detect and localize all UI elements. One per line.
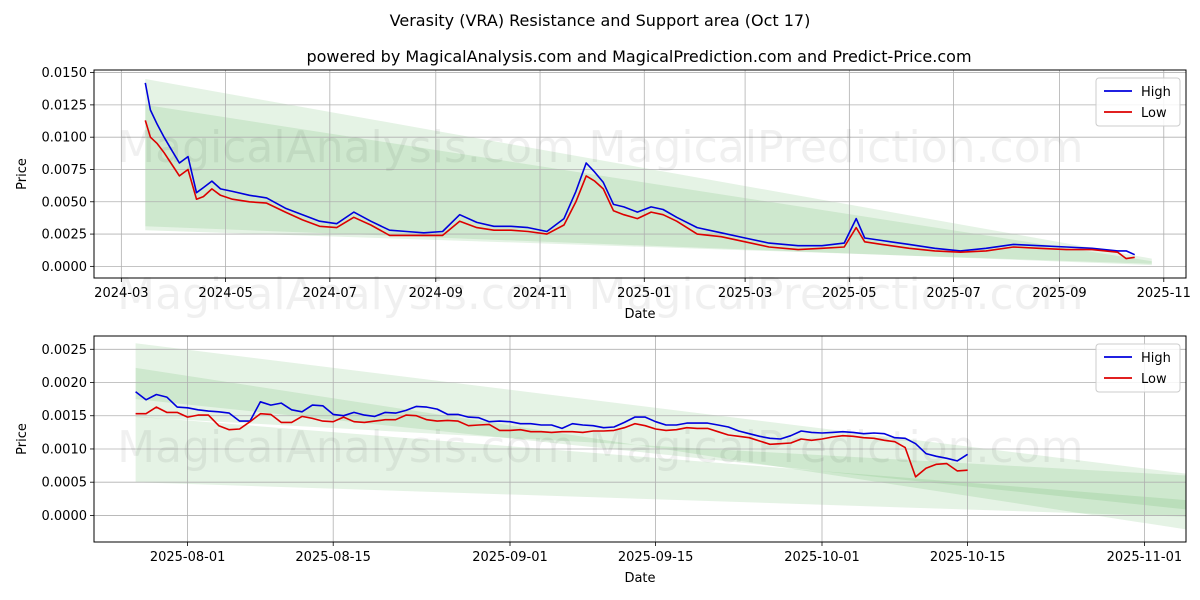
y-tick-label: 0.0075 [42,163,88,178]
y-tick-label: 0.0010 [42,442,88,457]
x-tick-label: 2024-11 [513,286,567,301]
x-tick-label: 2025-05 [822,286,876,301]
legend-label-low: Low [1141,372,1167,387]
chart-title: Verasity (VRA) Resistance and Support ar… [390,11,811,30]
x-tick-label: 2025-08-01 [150,550,226,565]
y-tick-label: 0.0125 [42,98,88,113]
chart-panel-2: 2025-08-01 2025-08-15 2025-09-01 2025-09-15… [15,335,1187,586]
chart-panel-1: 2024-03 2024-05 2024-07 2024-09 2024-11 2025-… [15,66,1191,322]
band-group [135,343,1186,530]
x-tick-label: 2025-09-01 [472,550,548,565]
series-line-high [135,391,969,462]
x-tick-label: 2025-07 [926,286,980,301]
y-tick-label: 0.0025 [42,343,88,358]
x-tick-label: 2024-03 [94,286,148,301]
x-tick-label: 2025-11-01 [1107,550,1183,565]
x-axis-label: Date [624,307,655,322]
y-tick-label: 0.0000 [42,260,88,275]
support-resistance-band-1 [145,79,1152,264]
support-resistance-band-3 [135,416,1186,517]
x-tick-label: 2025-08-15 [295,550,371,565]
x-tick-label: 2024-09 [409,286,463,301]
axes-frame [93,335,1187,543]
watermark-text: MagicalPrediction.com [589,122,1084,173]
series-line-low [144,120,1135,260]
y-tick-label: 0.0025 [42,228,88,243]
x-tick-label: 2025-09 [1032,286,1086,301]
plot-area [94,336,1186,542]
legend-label-high: High [1141,351,1171,366]
y-tick-label: 0.0050 [42,195,88,210]
axes-frame [93,69,1187,279]
series-group [144,82,1136,260]
y-tick-label: 0.0015 [42,409,88,424]
x-tick-label: 2025-10-01 [784,550,860,565]
x-tick-label: 2024-07 [303,286,357,301]
x-tick-label: 2025-03 [718,286,772,301]
y-tick-label: 0.0150 [42,66,88,81]
x-axis-label: Date [624,571,655,586]
x-tick-label: 2025-01 [617,286,671,301]
legend-label-high: High [1141,85,1171,100]
x-tick-label: 2025-11 [1137,286,1191,301]
band-group [145,79,1152,266]
watermark-text: MagicalAnalysis.com [117,122,575,173]
y-tick-label: 0.0000 [42,509,88,524]
support-resistance-band-2 [135,367,1186,530]
legend-box [1095,343,1181,393]
support-resistance-band-2 [145,104,1152,266]
watermark-text: MagicalAnalysis.com [117,269,575,320]
series-line-high [144,82,1136,256]
x-tick-label: 2025-10-15 [930,550,1006,565]
x-tick-label: 2025-09-15 [618,550,694,565]
y-axis-label: Price [15,158,30,190]
y-axis-label: Price [15,423,30,455]
y-tick-label: 0.0005 [42,476,88,491]
series-group [135,391,969,478]
legend-label-low: Low [1141,106,1167,121]
support-resistance-band-1 [135,343,1186,510]
y-tick-label: 0.0020 [42,376,88,391]
x-tick-label: 2024-05 [198,286,252,301]
y-tick-label: 0.0100 [42,131,88,146]
chart-subtitle: powered by MagicalAnalysis.com and Magic… [306,47,971,66]
watermark-text: MagicalPrediction.com [589,269,1084,320]
series-line-low [135,406,968,478]
legend-box [1095,77,1181,127]
